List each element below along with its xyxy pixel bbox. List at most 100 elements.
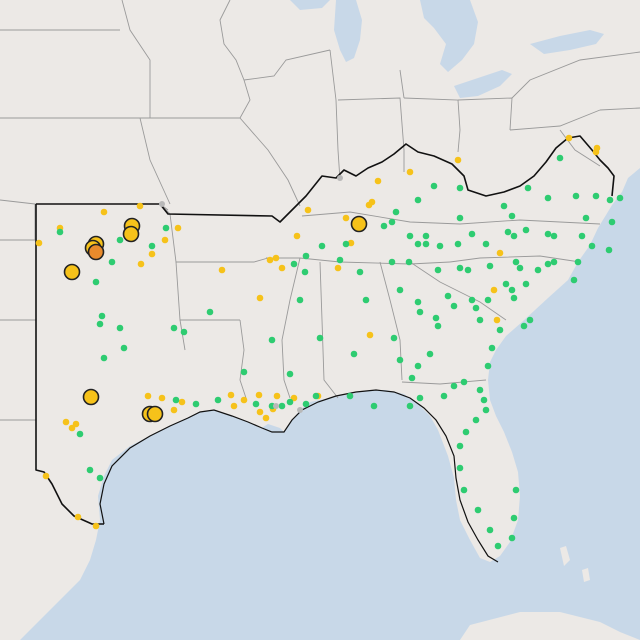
green-marker[interactable] [100,354,108,362]
gold-marker[interactable] [255,391,263,399]
gold-marker[interactable] [304,206,312,214]
gold-marker[interactable] [365,201,373,209]
green-marker[interactable] [472,304,480,312]
gold-marker[interactable] [161,236,169,244]
green-marker[interactable] [544,260,552,268]
gold-marker[interactable] [366,331,374,339]
green-marker[interactable] [520,322,528,330]
green-marker[interactable] [522,280,530,288]
green-marker[interactable] [408,374,416,382]
gold-marker[interactable] [496,249,504,257]
green-marker[interactable] [484,362,492,370]
green-marker[interactable] [472,416,480,424]
green-marker[interactable] [605,246,613,254]
green-marker[interactable] [416,308,424,316]
green-marker[interactable] [430,182,438,190]
green-marker[interactable] [468,296,476,304]
gold-marker[interactable] [293,232,301,240]
green-marker[interactable] [512,486,520,494]
green-marker[interactable] [96,474,104,482]
gold-marker[interactable] [266,256,274,264]
green-marker[interactable] [416,394,424,402]
green-marker[interactable] [96,320,104,328]
green-marker[interactable] [524,184,532,192]
green-marker[interactable] [494,542,502,550]
green-marker[interactable] [192,400,200,408]
green-marker[interactable] [510,514,518,522]
green-marker[interactable] [388,258,396,266]
green-marker[interactable] [426,350,434,358]
gold-marker[interactable] [42,472,50,480]
green-marker[interactable] [98,312,106,320]
green-marker[interactable] [572,192,580,200]
large-gold-marker[interactable] [146,405,164,423]
green-marker[interactable] [544,194,552,202]
green-marker[interactable] [486,526,494,534]
green-marker[interactable] [362,296,370,304]
green-marker[interactable] [508,286,516,294]
green-marker[interactable] [476,316,484,324]
green-marker[interactable] [206,308,214,316]
green-marker[interactable] [460,486,468,494]
gold-marker[interactable] [256,408,264,416]
gold-marker[interactable] [227,391,235,399]
green-marker[interactable] [414,298,422,306]
gold-marker[interactable] [218,266,226,274]
green-marker[interactable] [456,464,464,472]
green-marker[interactable] [460,378,468,386]
green-marker[interactable] [482,406,490,414]
green-marker[interactable] [444,292,452,300]
green-marker[interactable] [482,240,490,248]
green-marker[interactable] [508,534,516,542]
green-marker[interactable] [86,466,94,474]
green-marker[interactable] [406,402,414,410]
green-marker[interactable] [574,258,582,266]
green-marker[interactable] [454,240,462,248]
gold-marker[interactable] [170,406,178,414]
green-marker[interactable] [302,400,310,408]
green-marker[interactable] [170,324,178,332]
gold-marker[interactable] [74,513,82,521]
gold-marker[interactable] [272,254,280,262]
gold-marker[interactable] [406,168,414,176]
green-marker[interactable] [440,392,448,400]
green-marker[interactable] [268,336,276,344]
gold-marker[interactable] [137,260,145,268]
green-marker[interactable] [522,226,530,234]
green-marker[interactable] [342,240,350,248]
green-marker[interactable] [396,356,404,364]
gold-marker[interactable] [278,264,286,272]
green-marker[interactable] [240,368,248,376]
green-marker[interactable] [422,240,430,248]
green-marker[interactable] [512,258,520,266]
green-marker[interactable] [550,232,558,240]
green-marker[interactable] [286,370,294,378]
green-marker[interactable] [392,208,400,216]
green-marker[interactable] [434,322,442,330]
large-gold-marker[interactable] [82,388,100,406]
green-marker[interactable] [336,256,344,264]
green-marker[interactable] [390,334,398,342]
green-marker[interactable] [312,392,320,400]
green-marker[interactable] [534,266,542,274]
green-marker[interactable] [468,230,476,238]
green-marker[interactable] [414,196,422,204]
green-marker[interactable] [296,296,304,304]
green-marker[interactable] [432,314,440,322]
large-orange-marker[interactable] [87,243,105,261]
green-marker[interactable] [302,252,310,260]
gold-marker[interactable] [342,214,350,222]
green-marker[interactable] [116,236,124,244]
gold-marker[interactable] [347,239,355,247]
green-marker[interactable] [608,218,616,226]
green-marker[interactable] [510,294,518,302]
green-marker[interactable] [116,324,124,332]
green-marker[interactable] [76,430,84,438]
green-marker[interactable] [508,212,516,220]
green-marker[interactable] [570,276,578,284]
gold-marker[interactable] [490,286,498,294]
gray-marker[interactable] [297,407,303,413]
green-marker[interactable] [456,214,464,222]
gold-marker[interactable] [334,264,342,272]
green-marker[interactable] [544,230,552,238]
